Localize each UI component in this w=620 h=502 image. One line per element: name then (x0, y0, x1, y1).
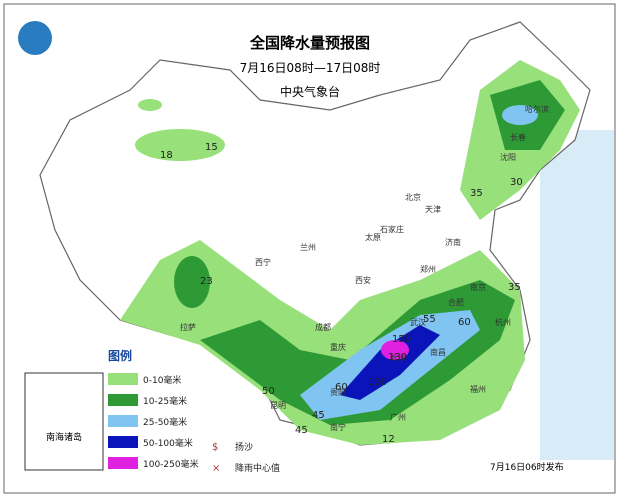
city-label: 拉萨 (180, 322, 196, 332)
rain-center-value: 45 (295, 425, 308, 436)
legend-label: 50-100毫米 (143, 437, 193, 449)
rain-center-value: 35 (508, 282, 521, 293)
city-label: 西安 (355, 275, 371, 285)
legend-swatch (108, 373, 138, 385)
sea (540, 130, 614, 460)
legend-label: 扬沙 (235, 441, 253, 453)
legend-symbol: $ (212, 442, 218, 453)
rain-center-value: 120 (368, 377, 387, 388)
rain-center-value: 23 (200, 276, 213, 287)
city-label: 贵阳 (330, 387, 346, 397)
legend-label: 0-10毫米 (143, 374, 181, 386)
legend-label: 100-250毫米 (143, 458, 199, 470)
rain-0-10 (135, 129, 225, 161)
city-label: 长春 (510, 132, 526, 142)
logo (18, 21, 52, 55)
city-label: 杭州 (495, 317, 511, 327)
rain-0-10 (138, 99, 162, 111)
period: 7月16日08时—17日08时 (240, 61, 381, 75)
city-label: 郑州 (420, 264, 436, 274)
city-label: 南昌 (430, 347, 446, 357)
rain-center-value: 12 (382, 434, 395, 445)
city-label: 石家庄 (380, 224, 404, 234)
city-label: 昆明 (270, 401, 286, 410)
rain-25-50 (502, 105, 538, 125)
footer: 7月16日06时发布 (490, 461, 564, 473)
issuer: 中央气象台 (280, 84, 340, 99)
rain-center-value: 50 (262, 386, 275, 397)
city-label: 成都 (315, 322, 331, 332)
rain-10-25 (174, 256, 210, 308)
city-label: 太原 (365, 232, 381, 242)
legend-swatch (108, 394, 138, 406)
city-label: 兰州 (300, 242, 316, 252)
rain-center-value: 60 (458, 317, 471, 328)
city-label: 广州 (390, 412, 406, 422)
rain-center-value: 45 (312, 410, 325, 421)
city-label: 北京 (405, 192, 421, 202)
legend-swatch (108, 436, 138, 448)
city-label: 南京 (470, 282, 486, 292)
rain-center-value: 150 (392, 334, 411, 345)
city-label: 长沙 (390, 352, 406, 362)
city-label: 武汉 (410, 317, 426, 327)
inset-label: 南海诸岛 (46, 431, 82, 443)
legend-title: 图例 (108, 348, 132, 363)
rain-center-value: 130 (388, 352, 407, 363)
city-label: 哈尔滨 (525, 104, 549, 114)
legend-swatch (108, 457, 138, 469)
rain-center-value: 55 (423, 314, 436, 325)
legend-label: 10-25毫米 (143, 395, 187, 407)
rain-center-value: 35 (470, 188, 483, 199)
rain-center-value: 30 (510, 177, 523, 188)
rain-center-value: 60 (335, 382, 348, 393)
rain-center-value: 18 (160, 150, 173, 161)
city-label: 西宁 (255, 257, 271, 267)
inset-box (24, 372, 104, 471)
city-label: 合肥 (448, 297, 464, 307)
legend-label: 25-50毫米 (143, 416, 187, 428)
city-label: 天津 (425, 204, 441, 214)
legend-swatch (108, 415, 138, 427)
city-label: 福州 (470, 385, 486, 394)
legend-symbol: × (212, 463, 220, 474)
rain-center-value: 15 (205, 142, 218, 153)
city-label: 济南 (445, 237, 461, 247)
rain-100-250 (381, 340, 409, 360)
rain-50-100 (340, 325, 440, 400)
title: 全国降水量预报图 (249, 34, 370, 52)
city-label: 沈阳 (500, 152, 516, 162)
city-label: 南宁 (330, 422, 346, 432)
rain-areas (120, 60, 580, 445)
legend-label: 降雨中心值 (235, 462, 280, 474)
city-label: 重庆 (330, 342, 346, 352)
